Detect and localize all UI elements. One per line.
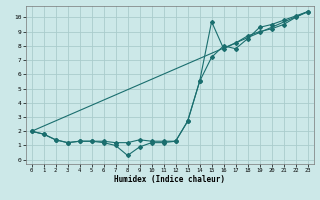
X-axis label: Humidex (Indice chaleur): Humidex (Indice chaleur) xyxy=(114,175,225,184)
